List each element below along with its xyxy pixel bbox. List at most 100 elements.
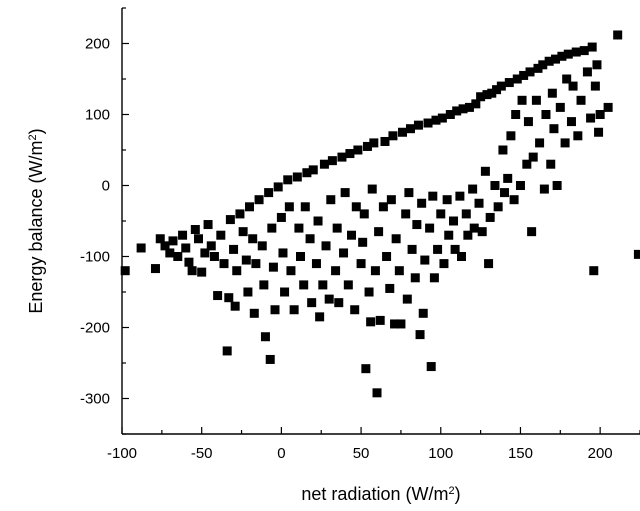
data-point: [318, 280, 328, 290]
data-point: [402, 294, 412, 304]
data-point: [259, 280, 269, 290]
data-point: [410, 273, 420, 283]
data-point: [332, 223, 342, 233]
data-point: [284, 202, 294, 212]
data-point: [190, 225, 200, 235]
data-point: [366, 317, 376, 327]
data-point: [485, 212, 495, 222]
axes: -100 -50 0 50 100 150 200 -300 -200 -100 0 100 200: [80, 7, 640, 462]
data-point: [343, 280, 353, 290]
data-point: [418, 308, 428, 318]
data-point: [136, 243, 146, 253]
data-point: [525, 67, 535, 77]
data-point: [528, 152, 538, 162]
data-point: [426, 362, 436, 372]
data-point: [249, 308, 259, 318]
data-point: [155, 234, 165, 244]
data-point: [415, 330, 425, 340]
data-point: [511, 110, 521, 119]
data-point: [504, 78, 514, 88]
data-point: [571, 47, 581, 57]
data-points: [120, 30, 640, 398]
data-point: [405, 124, 415, 134]
data-point: [533, 63, 543, 73]
x-tick-label: 0: [277, 445, 285, 462]
data-point: [280, 287, 290, 297]
data-point: [305, 234, 315, 244]
data-point: [590, 81, 600, 91]
data-point: [563, 49, 573, 59]
data-point: [340, 188, 350, 198]
data-point: [592, 60, 602, 70]
data-point: [562, 74, 572, 84]
data-point: [452, 106, 462, 116]
x-tick-label: 100: [428, 445, 453, 462]
data-point: [413, 120, 423, 130]
data-point: [351, 202, 361, 212]
data-point: [587, 42, 597, 52]
data-point: [286, 266, 296, 276]
data-point: [492, 85, 502, 95]
data-point: [496, 81, 506, 91]
data-point: [200, 248, 210, 258]
data-point: [345, 149, 355, 159]
data-point: [120, 266, 130, 276]
data-point: [241, 255, 251, 265]
data-point: [394, 266, 404, 276]
data-point: [206, 241, 216, 251]
data-point: [498, 145, 508, 155]
data-point: [374, 227, 384, 237]
data-point: [225, 215, 235, 225]
data-point: [425, 223, 435, 233]
data-point: [292, 172, 302, 182]
data-point: [568, 81, 578, 91]
data-point: [245, 202, 255, 212]
data-point: [232, 266, 242, 276]
data-point: [238, 227, 248, 237]
data-point: [484, 259, 494, 269]
data-point: [276, 212, 286, 222]
data-point: [455, 191, 465, 201]
data-point: [549, 124, 559, 134]
data-point: [503, 173, 513, 183]
data-point: [512, 74, 522, 84]
y-tick-label: 200: [85, 36, 110, 53]
data-point: [500, 188, 510, 198]
data-point: [474, 198, 484, 208]
data-point: [420, 255, 430, 265]
data-point: [347, 230, 357, 240]
data-point: [464, 102, 474, 112]
data-point: [469, 223, 479, 233]
data-point: [283, 175, 293, 185]
y-axis-title: Energy balance (W/m2): [26, 128, 46, 313]
data-point: [385, 283, 395, 293]
y-tick-label: -300: [80, 391, 110, 408]
data-point: [515, 181, 525, 190]
data-point: [450, 244, 460, 254]
data-point: [482, 90, 492, 100]
data-point: [308, 165, 318, 175]
data-point: [442, 195, 452, 205]
data-point: [264, 188, 274, 198]
data-point: [506, 131, 516, 141]
data-point: [219, 259, 229, 269]
data-point: [436, 209, 446, 219]
data-point: [480, 166, 490, 176]
data-point: [523, 117, 533, 127]
data-point: [398, 127, 408, 137]
data-point: [560, 138, 570, 148]
data-point: [390, 319, 400, 329]
data-point: [476, 92, 486, 102]
data-point: [331, 266, 341, 276]
data-point: [417, 198, 427, 208]
data-point: [229, 244, 239, 254]
data-point: [538, 60, 548, 70]
data-point: [150, 264, 160, 274]
data-point: [294, 223, 304, 233]
data-point: [278, 248, 288, 258]
data-point: [396, 319, 406, 329]
data-point: [404, 188, 414, 198]
data-point: [270, 305, 280, 315]
data-point: [315, 312, 325, 322]
data-point: [367, 184, 377, 194]
